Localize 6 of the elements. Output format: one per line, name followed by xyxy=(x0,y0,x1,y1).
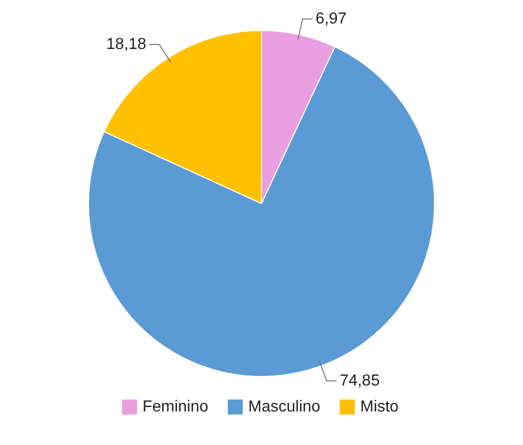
legend-label: Misto xyxy=(360,398,399,416)
legend-label: Masculino xyxy=(248,398,320,416)
data-label: 74,85 xyxy=(340,372,380,390)
legend-label: Feminino xyxy=(142,398,208,416)
data-label: 6,97 xyxy=(316,10,347,28)
data-label: 18,18 xyxy=(106,36,146,53)
